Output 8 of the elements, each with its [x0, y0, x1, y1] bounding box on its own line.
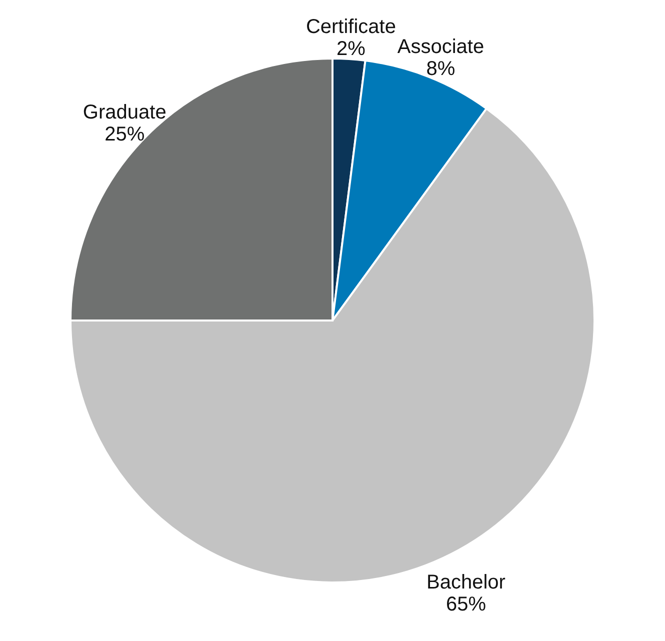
slice-label: Certificate: [306, 16, 396, 38]
data-label: 2%: [336, 38, 366, 60]
slice-label: Graduate: [82, 102, 166, 124]
slice-label: Bachelor: [426, 571, 506, 594]
data-label: 25%: [104, 124, 145, 146]
data-label: 8%: [426, 58, 456, 80]
data-label: 65%: [446, 593, 486, 616]
slice-label: Associate: [397, 36, 484, 58]
